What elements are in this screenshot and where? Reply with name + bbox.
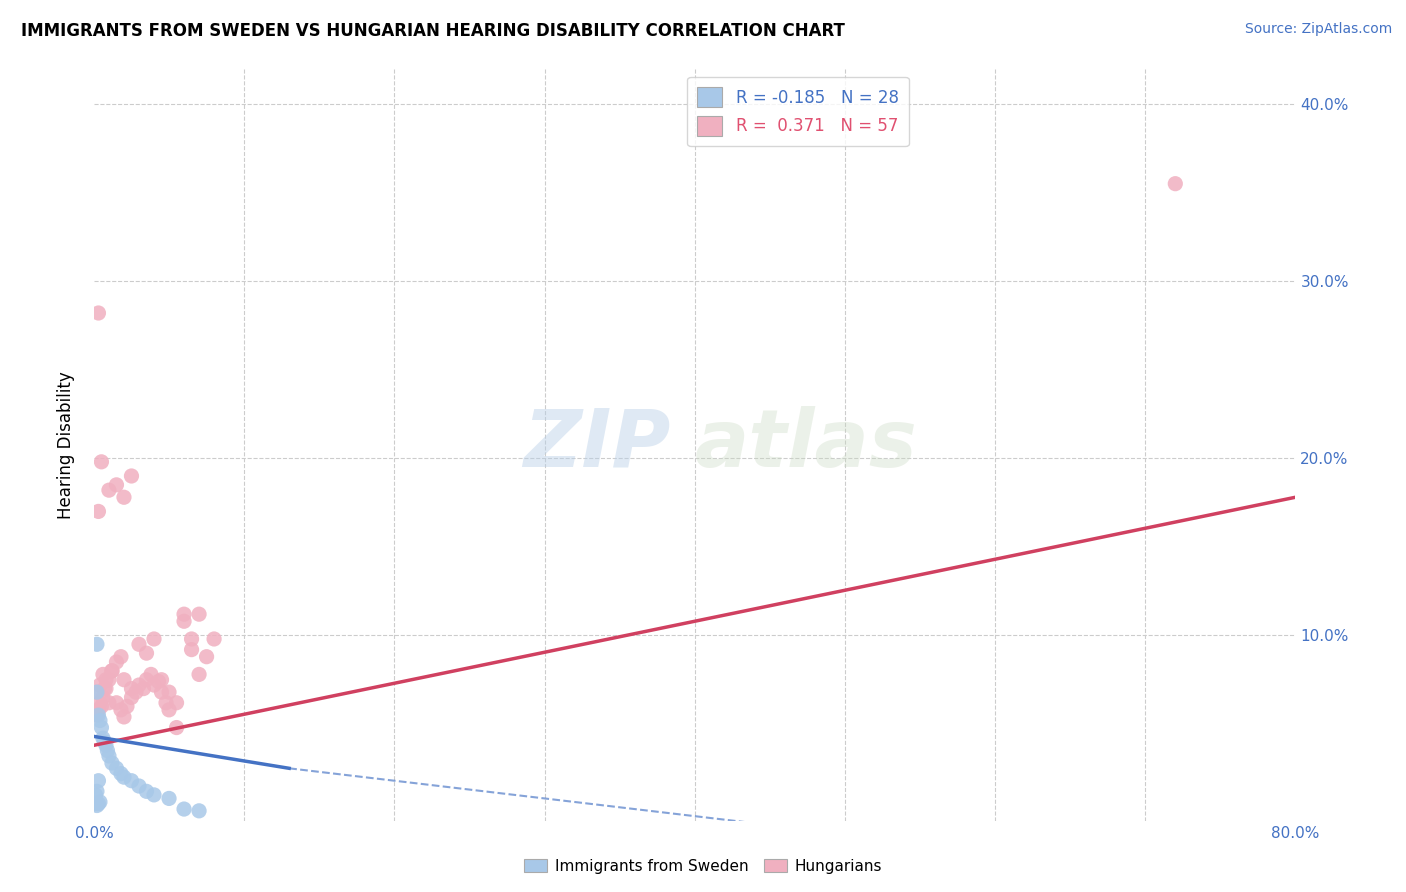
Point <box>202 632 225 646</box>
Point <box>93 735 115 749</box>
Point <box>84 797 107 811</box>
Point <box>115 699 138 714</box>
Point <box>87 306 110 320</box>
Point <box>135 673 157 687</box>
Point <box>97 748 120 763</box>
Point <box>84 788 107 802</box>
Point <box>139 667 162 681</box>
Point <box>112 490 135 504</box>
Point <box>101 664 124 678</box>
Point <box>125 685 148 699</box>
Point <box>86 685 108 699</box>
Point <box>1164 177 1187 191</box>
Point <box>90 699 112 714</box>
Point <box>128 779 150 793</box>
Point <box>150 673 173 687</box>
Point <box>86 798 108 813</box>
Point <box>121 469 143 483</box>
Point <box>110 703 132 717</box>
Point <box>89 696 111 710</box>
Text: ZIP: ZIP <box>523 406 671 484</box>
Point <box>89 714 111 728</box>
Point <box>90 455 112 469</box>
Point <box>86 637 108 651</box>
Point <box>135 784 157 798</box>
Point <box>94 673 117 687</box>
Point <box>91 731 114 746</box>
Point <box>195 649 218 664</box>
Point <box>94 739 117 753</box>
Point <box>188 667 211 681</box>
Point <box>132 681 155 696</box>
Point <box>91 667 114 681</box>
Point <box>105 478 128 492</box>
Point <box>121 773 143 788</box>
Point <box>87 797 110 811</box>
Point <box>87 773 110 788</box>
Point <box>87 504 110 518</box>
Point <box>110 649 132 664</box>
Point <box>173 614 195 628</box>
Point <box>143 788 166 802</box>
Point <box>143 678 166 692</box>
Legend: R = -0.185   N = 28, R =  0.371   N = 57: R = -0.185 N = 28, R = 0.371 N = 57 <box>688 77 908 146</box>
Point <box>112 710 135 724</box>
Point <box>87 703 110 717</box>
Point <box>105 696 128 710</box>
Point <box>173 802 195 816</box>
Point <box>157 791 180 805</box>
Point <box>86 784 108 798</box>
Point <box>105 761 128 775</box>
Point <box>143 632 166 646</box>
Point <box>93 681 115 696</box>
Point <box>94 681 117 696</box>
Point <box>101 664 124 678</box>
Point <box>89 795 111 809</box>
Text: Source: ZipAtlas.com: Source: ZipAtlas.com <box>1244 22 1392 37</box>
Point <box>86 685 108 699</box>
Point <box>121 690 143 705</box>
Point <box>89 678 111 692</box>
Text: atlas: atlas <box>695 406 918 484</box>
Point <box>128 637 150 651</box>
Point <box>87 708 110 723</box>
Point <box>155 696 177 710</box>
Point <box>101 756 124 770</box>
Point <box>91 690 114 705</box>
Legend: Immigrants from Sweden, Hungarians: Immigrants from Sweden, Hungarians <box>519 853 887 880</box>
Point <box>150 685 173 699</box>
Point <box>166 696 188 710</box>
Y-axis label: Hearing Disability: Hearing Disability <box>58 371 75 519</box>
Point <box>105 655 128 669</box>
Text: IMMIGRANTS FROM SWEDEN VS HUNGARIAN HEARING DISABILITY CORRELATION CHART: IMMIGRANTS FROM SWEDEN VS HUNGARIAN HEAR… <box>21 22 845 40</box>
Point <box>112 770 135 784</box>
Point <box>180 632 202 646</box>
Point <box>157 685 180 699</box>
Point <box>97 696 120 710</box>
Point <box>157 703 180 717</box>
Point <box>110 766 132 780</box>
Point <box>128 678 150 692</box>
Point <box>112 673 135 687</box>
Point <box>135 646 157 660</box>
Point <box>90 721 112 735</box>
Point <box>173 607 195 622</box>
Point <box>96 743 118 757</box>
Point <box>86 708 108 723</box>
Point <box>121 681 143 696</box>
Point <box>97 673 120 687</box>
Point <box>97 483 120 498</box>
Point <box>166 721 188 735</box>
Point <box>180 642 202 657</box>
Point <box>148 674 170 689</box>
Point <box>188 607 211 622</box>
Point <box>188 804 211 818</box>
